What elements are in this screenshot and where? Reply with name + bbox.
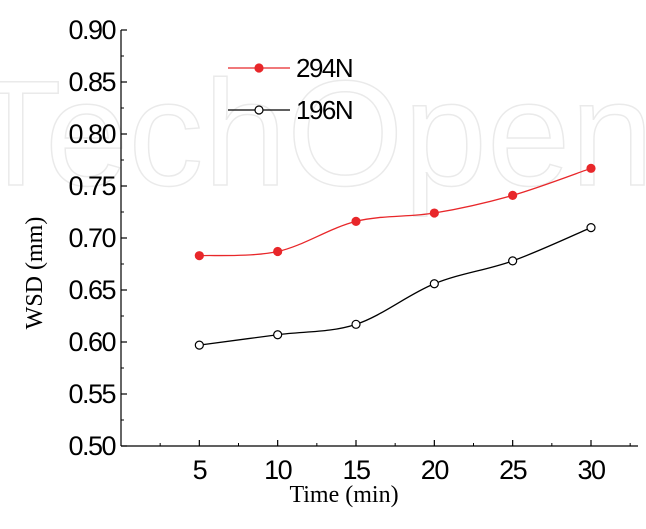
y-tick-label: 0.50 <box>68 431 115 461</box>
y-tick-label: 0.80 <box>68 119 115 149</box>
data-point-196N <box>586 223 596 233</box>
data-point-294N <box>273 246 283 257</box>
x-tick-label: 5 <box>193 455 207 485</box>
x-tick-label: 15 <box>342 455 370 485</box>
y-tick-label: 0.55 <box>68 379 115 409</box>
data-point-196N <box>273 330 283 340</box>
series-line-294N <box>199 167 592 257</box>
legend-label-196N: 196N <box>296 95 352 125</box>
series-line-196N <box>199 227 592 346</box>
data-point-294N <box>194 251 204 261</box>
x-tick-label: 25 <box>499 455 527 485</box>
legend-label-294N: 294N <box>296 53 352 83</box>
y-axis-label: WSD (mm) <box>22 217 48 330</box>
watermark-text: TechOpen <box>0 49 646 217</box>
plot-area <box>194 163 596 350</box>
x-tick-label: 30 <box>577 455 605 485</box>
y-tick-label: 0.60 <box>68 327 115 357</box>
x-tick-label: 20 <box>421 455 449 485</box>
data-point-294N <box>508 190 518 200</box>
y-tick-label: 0.75 <box>68 171 115 201</box>
y-tick-label: 0.90 <box>68 15 115 45</box>
legend: 294N 196N <box>228 53 354 125</box>
x-tick-label: 10 <box>264 455 292 485</box>
data-point-294N <box>586 163 596 173</box>
y-tick-label: 0.85 <box>68 67 115 97</box>
data-point-196N <box>351 319 361 329</box>
data-point-294N <box>429 208 439 218</box>
data-point-196N <box>194 340 204 350</box>
legend-marker-196N <box>254 105 264 115</box>
data-point-196N <box>508 256 518 266</box>
y-tick-label: 0.70 <box>68 223 115 253</box>
y-tick-label: 0.65 <box>68 275 115 305</box>
legend-marker-294N <box>254 63 264 73</box>
data-point-196N <box>429 279 439 289</box>
data-point-294N <box>351 216 361 226</box>
axes: 0.50 0.55 0.60 0.65 0.70 0.75 0.80 0.85 0.90 5 10 1… <box>68 15 638 485</box>
x-axis-label: Time (min) <box>289 482 398 508</box>
